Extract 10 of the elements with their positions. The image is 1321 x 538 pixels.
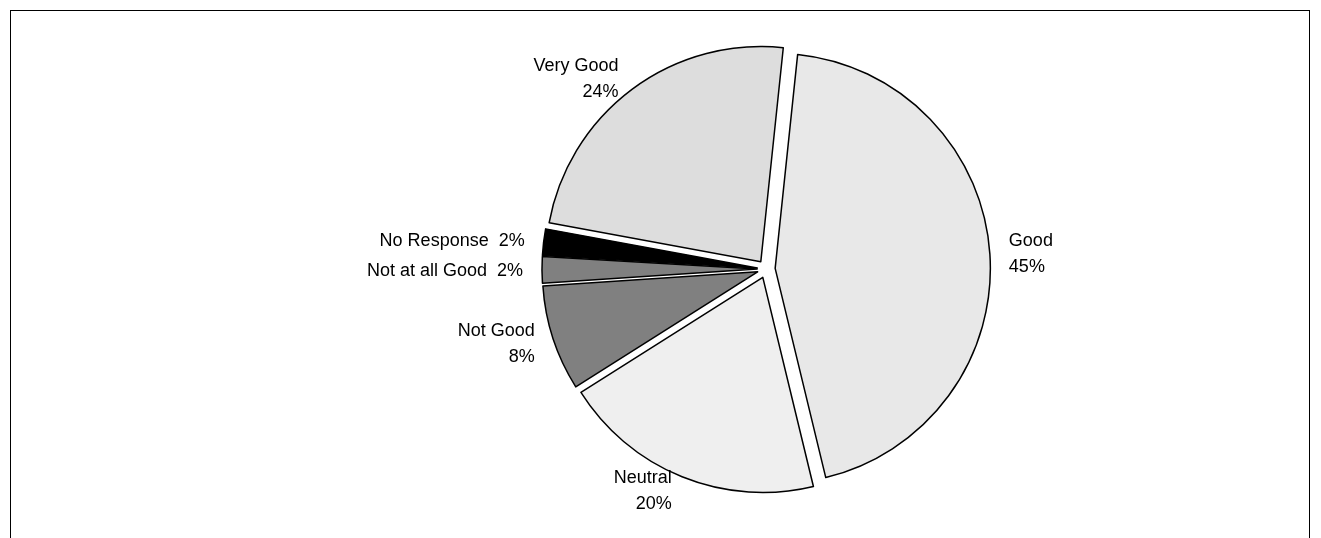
data-label: 45%: [1008, 256, 1045, 277]
slice-label: Not at all Good 2%: [366, 259, 523, 280]
slice-label: Neutral: [613, 466, 672, 487]
data-label: 20%: [635, 492, 672, 513]
slice-label: Not Good: [457, 319, 535, 340]
slice-label: No Response 2%: [379, 230, 525, 251]
data-label: 8%: [508, 345, 535, 366]
slice-label: Good: [1008, 230, 1053, 251]
data-label: 24%: [582, 81, 619, 102]
slice-label: Very Good: [533, 55, 619, 76]
